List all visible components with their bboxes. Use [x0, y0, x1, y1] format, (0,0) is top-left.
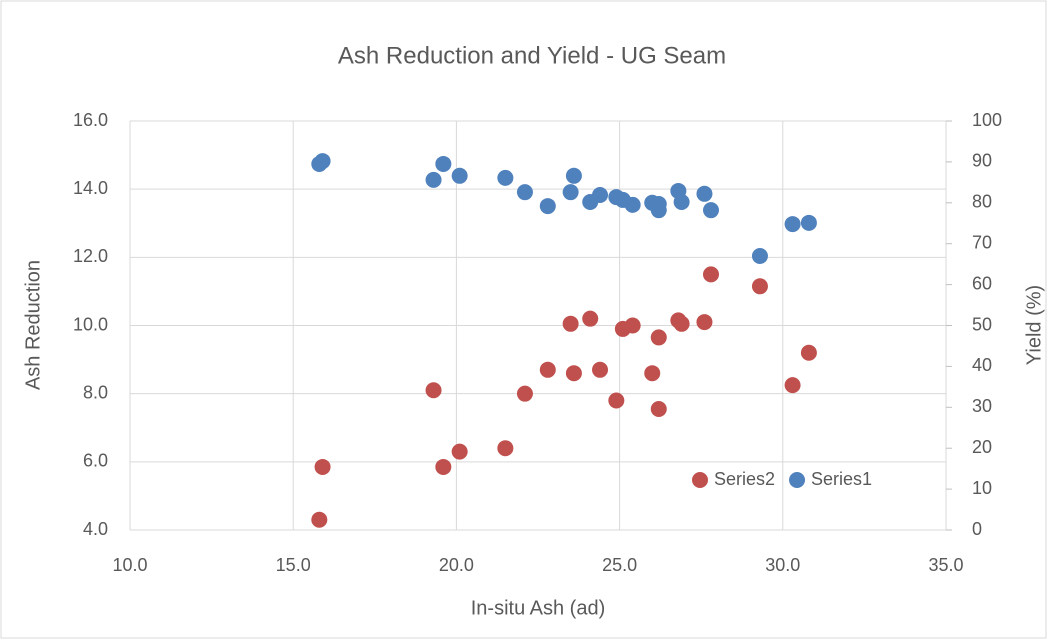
y-tick-label: 14.0: [73, 178, 108, 198]
legend-marker: [789, 472, 806, 488]
point: [800, 214, 817, 231]
legend: Series2 Series1: [692, 469, 872, 489]
point: [425, 171, 442, 188]
point: [539, 361, 556, 378]
point: [592, 361, 609, 378]
y2-tick-label: 10: [972, 478, 992, 498]
point: [451, 443, 468, 460]
point: [644, 365, 661, 382]
legend-marker: [692, 472, 708, 488]
point: [516, 385, 533, 402]
point: [565, 167, 582, 184]
point: [497, 440, 514, 457]
point: [314, 153, 331, 170]
point: [650, 202, 667, 219]
marks: [311, 153, 817, 528]
point: [696, 185, 713, 202]
legend-label: Series2: [714, 469, 775, 489]
point: [751, 247, 768, 264]
point: [516, 184, 533, 201]
y-axis-title: Ash Reduction: [22, 260, 44, 390]
y-tick-label: 12.0: [73, 246, 108, 266]
y2-axis-title: Yield (%): [1023, 285, 1045, 365]
x-tick-label: 35.0: [928, 555, 963, 575]
point: [539, 198, 556, 215]
point: [624, 317, 641, 334]
y2-tick-label: 30: [972, 396, 992, 416]
y2-tick-label: 80: [972, 192, 992, 212]
point: [592, 187, 609, 204]
point: [673, 193, 690, 210]
point: [702, 202, 719, 219]
point: [311, 511, 328, 528]
chart-title: Ash Reduction and Yield - UG Seam: [338, 42, 726, 69]
y2-tick-label: 40: [972, 355, 992, 375]
point: [673, 315, 690, 332]
legend-label: Series1: [811, 469, 872, 489]
point: [497, 169, 514, 186]
x-axis-title: In-situ Ash (ad): [471, 597, 606, 619]
y2-tick-label: 20: [972, 437, 992, 457]
x-tick-label: 15.0: [276, 555, 311, 575]
point: [582, 310, 599, 327]
point: [425, 382, 442, 399]
point: [608, 392, 625, 409]
point: [702, 266, 719, 283]
point: [784, 216, 801, 233]
point: [751, 278, 768, 295]
point: [435, 155, 452, 172]
y-tick-label: 16.0: [73, 110, 108, 130]
y2-tick-label: 50: [972, 314, 992, 334]
y2-tick-label: 0: [972, 519, 982, 539]
y2-tick-label: 70: [972, 232, 992, 252]
y2-tick-label: 90: [972, 151, 992, 171]
x-tick-label: 25.0: [602, 555, 637, 575]
y2-tick-label: 60: [972, 273, 992, 293]
point: [800, 344, 817, 361]
x-tick-label: 30.0: [765, 555, 800, 575]
y-tick-label: 6.0: [83, 451, 108, 471]
point: [314, 458, 331, 475]
point: [696, 314, 713, 331]
y-tick-label: 4.0: [83, 519, 108, 539]
point: [451, 167, 468, 184]
x-tick-label: 20.0: [439, 555, 474, 575]
point: [650, 401, 667, 418]
point: [784, 377, 801, 394]
point: [562, 184, 579, 201]
y-tick-label: 10.0: [73, 314, 108, 334]
point: [650, 329, 667, 346]
point: [624, 196, 641, 213]
grid: 10.0 15.0 20.0 25.0 30.0 35.0 4.0 6.0 8.0 10.0 12.…: [73, 110, 1002, 575]
point: [562, 315, 579, 332]
y2-tick-label: 100: [972, 110, 1002, 130]
point: [435, 458, 452, 475]
x-tick-label: 10.0: [112, 555, 147, 575]
y-tick-label: 8.0: [83, 382, 108, 402]
point: [565, 365, 582, 382]
